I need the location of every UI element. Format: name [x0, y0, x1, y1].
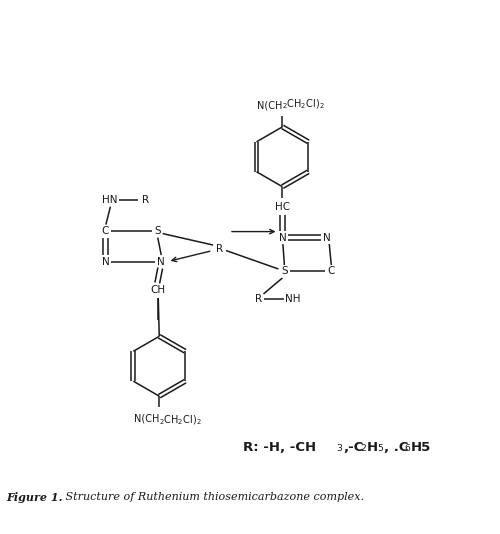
Text: Structure of Ruthenium thiosemicarbazone complex.: Structure of Ruthenium thiosemicarbazone…: [62, 492, 364, 502]
Text: CH: CH: [150, 285, 166, 295]
Text: $_6$: $_6$: [404, 441, 411, 454]
Text: H: H: [367, 441, 378, 454]
Text: Figure 1.: Figure 1.: [6, 492, 63, 503]
Text: N: N: [324, 233, 331, 242]
Text: R: -H, -CH: R: -H, -CH: [242, 441, 316, 454]
Text: S: S: [281, 266, 287, 277]
Text: $_5$: $_5$: [377, 441, 384, 454]
Text: $_2$CH$_2$Cl)$_2$: $_2$CH$_2$Cl)$_2$: [282, 97, 325, 111]
Text: ,-C: ,-C: [344, 441, 364, 454]
Text: C: C: [328, 266, 335, 277]
Text: N: N: [278, 233, 286, 242]
Text: N(CH: N(CH: [134, 413, 160, 423]
Text: $_3$: $_3$: [336, 441, 343, 454]
Text: , .C: , .C: [384, 441, 408, 454]
Text: R: R: [255, 294, 262, 304]
Text: N: N: [158, 256, 165, 266]
Text: C: C: [102, 226, 109, 236]
Text: S: S: [154, 226, 161, 236]
Text: HC: HC: [275, 202, 290, 211]
Text: N(CH: N(CH: [257, 101, 282, 111]
Text: HN: HN: [102, 195, 117, 205]
Text: H5: H5: [410, 441, 431, 454]
Text: $_2$CH$_2$Cl)$_2$: $_2$CH$_2$Cl)$_2$: [160, 413, 202, 427]
Text: R: R: [142, 195, 149, 205]
Text: NH: NH: [284, 294, 300, 304]
Text: N: N: [102, 256, 110, 266]
Text: $_2$: $_2$: [360, 441, 366, 454]
Text: R: R: [216, 244, 222, 254]
